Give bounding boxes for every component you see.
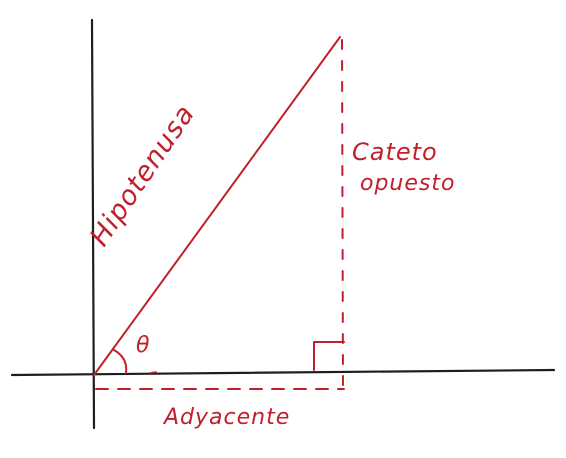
angle-label: θ [136, 333, 150, 358]
angle-arc [114, 350, 126, 373]
opposite-label-line2: opuesto [360, 171, 455, 196]
opposite-side-dashed-line [342, 40, 343, 392]
right-angle-marker [314, 342, 344, 370]
angle-tick [150, 372, 156, 373]
hypotenuse-label: Hipotenusa [84, 99, 201, 252]
adjacent-label: Adyacente [162, 405, 290, 430]
opposite-label-line1: Cateto [352, 138, 438, 166]
